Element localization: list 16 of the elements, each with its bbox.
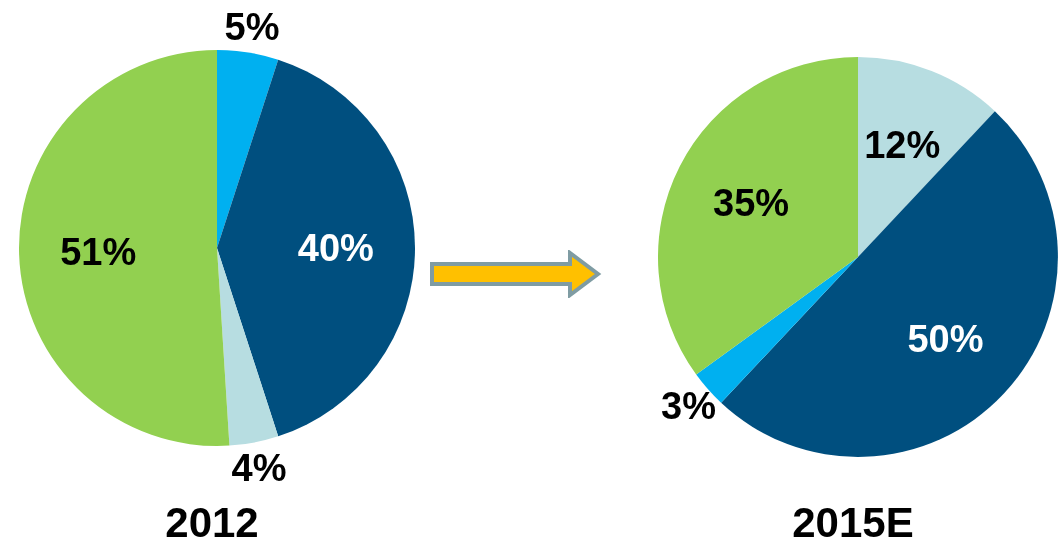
text: 2015E: [791, 498, 915, 548]
pie-slice: [858, 57, 995, 257]
pie-slice: [217, 59, 415, 437]
data-label: 40%: [297, 227, 374, 269]
data-label: 12%: [864, 124, 941, 167]
data-label: 4%: [231, 447, 287, 490]
pie-slice: [19, 50, 230, 446]
data-label: 51%: [60, 230, 137, 273]
pie-slice: [217, 248, 279, 446]
text: 2012: [164, 498, 260, 548]
pie-slice: [658, 57, 858, 375]
data-label: 3%: [661, 385, 716, 428]
data-label: 35%: [713, 181, 790, 224]
pie-slice: [217, 50, 279, 248]
data-label: 5%: [224, 5, 280, 48]
data-label: 50%: [907, 318, 984, 361]
